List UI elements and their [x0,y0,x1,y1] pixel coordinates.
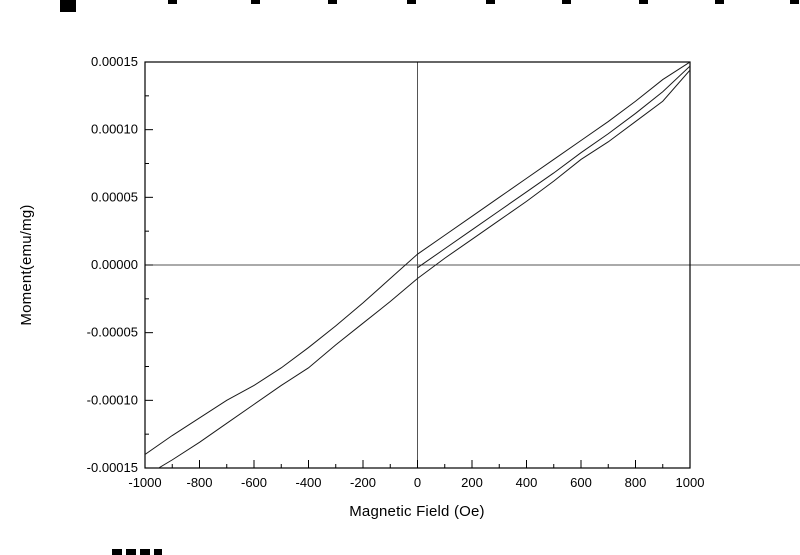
x-tick-label: -200 [350,475,376,490]
x-tick-label: -1000 [128,475,161,490]
y-tick-label: -0.00015 [87,460,138,475]
cropped-glyph-mark-top [407,0,416,4]
cropped-glyph-mark-bottom [154,549,162,555]
x-tick-label: 0 [414,475,421,490]
cropped-glyph-mark-bottom [112,549,122,555]
x-tick-label: -600 [241,475,267,490]
cropped-glyph-mark-top [60,0,76,12]
x-tick-label: -400 [295,475,321,490]
cropped-glyph-mark-top [168,0,177,4]
cropped-glyph-mark-top [639,0,648,4]
cropped-glyph-mark-top [790,0,799,4]
series-initial-magnetization-curve [417,65,690,269]
cropped-glyph-mark-top [715,0,724,4]
series-upper-branch-descending [145,62,690,455]
x-axis-title: Magnetic Field (Oe) [349,503,485,520]
y-tick-label: 0.00005 [91,189,138,204]
x-tick-label: 400 [516,475,538,490]
y-tick-label: -0.00010 [87,392,138,407]
cropped-glyph-mark-top [562,0,571,4]
cropped-glyph-mark-top [486,0,495,4]
y-tick-label: 0.00015 [91,54,138,69]
y-tick-label: 0.00000 [91,257,138,272]
cropped-glyph-mark-bottom [126,549,136,555]
y-axis-title: Moment(emu/mg) [18,204,35,326]
y-tick-label: -0.00005 [87,325,138,340]
cropped-glyph-mark-top [251,0,260,4]
cropped-glyph-mark-bottom [140,549,150,555]
x-tick-label: 800 [625,475,647,490]
x-tick-label: 1000 [676,475,705,490]
x-tick-label: 200 [461,475,483,490]
x-tick-label: 600 [570,475,592,490]
series-lower-branch-ascending [157,69,690,468]
cropped-glyph-mark-top [328,0,337,4]
y-tick-label: 0.00010 [91,122,138,137]
x-tick-label: -800 [186,475,212,490]
